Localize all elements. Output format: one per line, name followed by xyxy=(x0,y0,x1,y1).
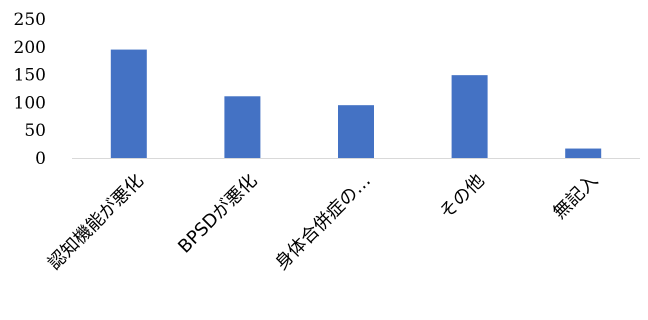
bar xyxy=(110,49,147,158)
x-tick-label: 身体合併症の… xyxy=(271,170,375,274)
bar-series xyxy=(110,49,602,158)
bar xyxy=(451,75,488,158)
bar xyxy=(338,105,374,158)
y-axis: 0 50 100 150 200 250 xyxy=(14,10,46,169)
x-tick-label: 無記入 xyxy=(549,170,602,223)
x-tick-label: 認知機能が悪化 xyxy=(44,170,148,274)
y-tick-label: 200 xyxy=(14,38,46,58)
x-axis: 認知機能が悪化 BPSDが悪化 身体合併症の… その他 無記入 xyxy=(44,170,602,274)
bar xyxy=(224,96,261,158)
bar xyxy=(565,148,602,158)
y-tick-label: 150 xyxy=(14,66,46,86)
y-tick-label: 50 xyxy=(24,121,46,141)
y-tick-label: 250 xyxy=(14,10,46,30)
y-tick-label: 0 xyxy=(35,149,46,169)
x-tick-label: BPSDが悪化 xyxy=(174,170,261,257)
y-tick-label: 100 xyxy=(14,93,46,113)
x-tick-label: その他 xyxy=(436,170,489,223)
